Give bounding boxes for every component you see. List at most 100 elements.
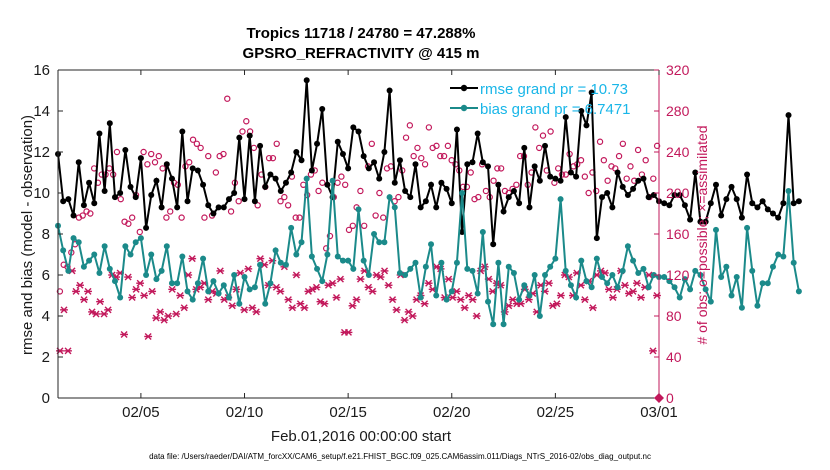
obs-possible-marker (155, 152, 163, 160)
series-point-bias (453, 259, 460, 266)
y-right-tick-label: 80 (666, 308, 682, 324)
obs-assimilated-marker (400, 316, 409, 324)
series-point-bias (407, 265, 414, 272)
series-point-bias (168, 280, 175, 287)
obs-assimilated-marker (284, 296, 293, 304)
obs-assimilated-marker (128, 294, 137, 302)
obs-possible-marker (349, 222, 356, 229)
series-point-bias (127, 251, 134, 258)
series-point-bias (262, 300, 269, 307)
series-point-rmse (448, 200, 455, 207)
series-point-rmse (681, 202, 688, 209)
obs-assimilated-marker (76, 281, 84, 289)
obs-possible-marker (395, 193, 402, 201)
legend-rmse-label: rmse grand pr = 10.73 (480, 81, 628, 98)
obs-assimilated-marker (176, 292, 185, 299)
series-point-rmse (650, 192, 657, 199)
obs-possible-marker (197, 144, 204, 152)
series-point-rmse (111, 194, 118, 201)
obs-possible-marker (296, 214, 303, 221)
series-point-bias (386, 194, 393, 201)
series-point-bias (75, 239, 82, 246)
obs-possible-marker (653, 142, 661, 150)
obs-assimilated-marker (621, 281, 629, 289)
series-point-bias (122, 243, 129, 250)
series-point-bias (609, 272, 616, 278)
series-point-bias (402, 272, 409, 278)
series-point-bias (422, 263, 429, 270)
series-point-rmse (723, 196, 730, 203)
obs-assimilated-marker (64, 347, 72, 355)
series-point-bias (80, 263, 87, 270)
series-point-bias (790, 259, 797, 266)
series-point-rmse (453, 126, 460, 133)
obs-possible-marker (178, 214, 185, 221)
series-point-bias (143, 272, 150, 278)
series-point-rmse (75, 159, 82, 166)
series-point-bias (764, 280, 771, 287)
obs-possible-marker (167, 208, 174, 215)
obs-assimilated-marker (609, 294, 617, 302)
series-point-bias (588, 284, 595, 291)
series-point-bias (510, 269, 517, 276)
obs-assimilated-marker (72, 287, 80, 295)
series-point-rmse (433, 204, 440, 211)
series-point-bias (578, 257, 585, 264)
obs-possible-marker (224, 95, 231, 102)
series-point-bias (396, 269, 403, 276)
obs-assimilated-marker (148, 287, 157, 295)
obs-assimilated-marker (556, 292, 565, 299)
obs-assimilated-marker (140, 292, 149, 299)
series-layer (55, 77, 802, 328)
obs-assimilated-marker (236, 269, 245, 277)
series-point-bias (231, 272, 238, 278)
obs-possible-marker (535, 144, 543, 152)
series-point-rmse (391, 179, 398, 186)
obs-assimilated-marker (376, 273, 385, 281)
series-point-bias (329, 177, 336, 184)
obs-possible-marker (212, 169, 220, 176)
obs-assimilated-marker (292, 271, 301, 279)
obs-possible-marker (284, 202, 292, 209)
series-point-rmse (614, 169, 621, 176)
obs-assimilated-marker (348, 302, 357, 310)
series-point-rmse (438, 179, 445, 186)
series-point-bias (241, 274, 248, 281)
series-point-bias (251, 284, 258, 291)
series-point-bias (459, 190, 466, 196)
obs-possible-marker (151, 159, 159, 166)
obs-possible-marker (326, 232, 334, 240)
series-point-bias (728, 292, 735, 299)
obs-possible-marker (269, 154, 277, 162)
series-point-bias (552, 255, 559, 262)
legend: rmse grand pr = 10.73 bias grand pr = 6.… (450, 81, 631, 118)
series-point-bias (681, 276, 688, 283)
series-point-rmse (583, 122, 590, 129)
obs-assimilated-marker (320, 300, 329, 308)
series-point-bias (371, 231, 378, 237)
series-point-rmse (308, 167, 315, 174)
y-right-tick-label: 320 (666, 62, 690, 78)
series-point-bias (479, 228, 486, 235)
series-point-rmse (106, 120, 113, 127)
obs-possible-marker (128, 214, 136, 221)
series-point-rmse (246, 132, 253, 139)
series-point-rmse (282, 179, 289, 186)
y-right-tick-label: 0 (666, 390, 674, 406)
series-point-rmse (526, 204, 533, 211)
obs-assimilated-marker (336, 275, 345, 283)
series-point-bias (661, 274, 668, 281)
series-point-rmse (137, 155, 144, 162)
series-point-bias (101, 243, 108, 250)
series-point-rmse (200, 181, 207, 188)
series-point-rmse (272, 175, 279, 182)
series-point-rmse (490, 241, 497, 248)
obs-possible-marker (402, 134, 410, 141)
obs-assimilated-marker (408, 312, 417, 320)
series-point-bias (148, 251, 155, 258)
series-point-rmse (127, 183, 134, 190)
y-right-tick-label: 40 (666, 349, 682, 365)
series-point-rmse (640, 175, 647, 182)
obs-possible-marker (604, 177, 611, 184)
obs-possible-marker (600, 156, 608, 164)
